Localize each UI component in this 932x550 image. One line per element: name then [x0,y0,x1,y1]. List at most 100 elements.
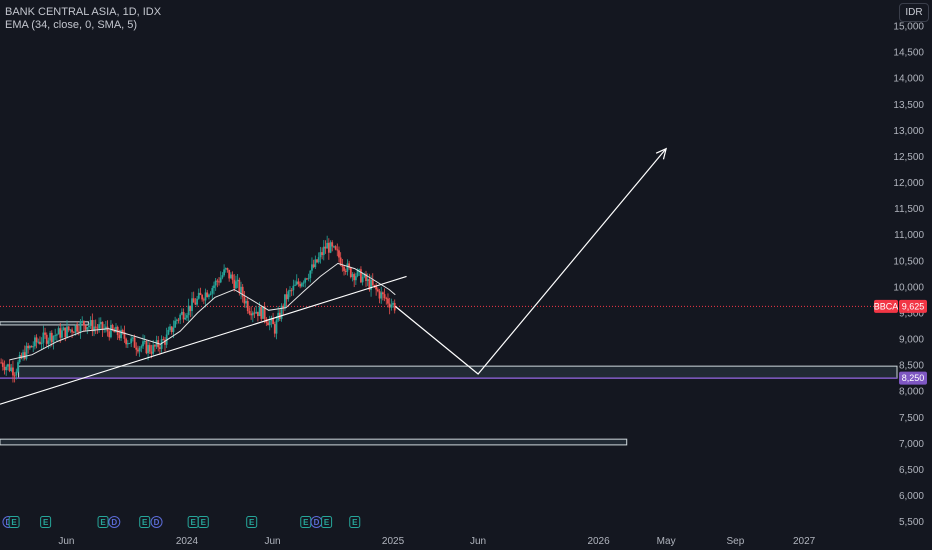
candle-body [214,280,217,286]
event-marker[interactable]: E [139,516,151,528]
y-tick-label: 8,000 [899,387,924,398]
event-marker[interactable]: D [310,516,323,528]
candle-body [251,312,254,316]
candle-body [241,286,244,297]
candle-body [39,341,41,344]
candle-body [184,317,187,320]
candle-body [59,328,62,338]
level-value: 8,250 [902,373,925,383]
candle-body [339,257,342,265]
candle-body [263,306,266,319]
candle-body [77,331,80,333]
candle-body [305,278,308,280]
candle-body [42,332,45,343]
candle-body [273,324,276,334]
event-type-label: E [324,518,330,527]
candle-body [358,269,361,271]
event-marker[interactable]: D [150,516,163,528]
candle-body [312,264,315,268]
event-marker[interactable]: E [197,516,209,528]
candle-body [290,290,293,292]
earnings-icon [246,516,258,528]
candle-body [349,267,352,278]
y-tick-label: 9,000 [899,335,924,346]
candle-body [123,332,126,339]
candle-body [256,311,259,317]
y-tick-label: 6,500 [899,465,924,476]
candle-body [6,364,9,367]
candle-body [209,293,212,295]
candle-body [174,320,177,328]
event-type-label: D [111,518,117,527]
candle-body [98,324,101,329]
event-marker[interactable]: E [321,516,333,528]
candle-body [55,334,58,336]
candle-body [327,242,330,253]
candle-body [30,346,33,348]
event-marker[interactable]: E [187,516,199,528]
candle-body [292,285,295,291]
candle-body [23,352,26,359]
event-marker[interactable]: E [8,516,20,528]
candle-body [338,250,340,258]
candle-body [204,292,207,301]
candle-body [28,346,31,349]
event-marker[interactable]: E [349,516,361,528]
currency-button[interactable]: IDR [899,3,929,22]
candle-body [353,274,356,281]
last-price-value: 9,625 [902,301,925,311]
candle-body [211,288,214,294]
candle-body [314,259,317,268]
candle-body [145,341,148,354]
candle-body [128,343,131,345]
candle-body [93,326,95,332]
indicator-label[interactable]: EMA (34, close, 0, SMA, 5) [5,19,138,31]
candle-body [238,279,241,293]
candle-body [153,345,156,347]
event-marker[interactable]: E [97,516,109,528]
y-tick-label: 7,500 [899,413,924,424]
candle-body [309,270,312,279]
y-tick-label: 5,500 [899,517,924,528]
candle-body [268,321,271,326]
event-marker[interactable]: E [246,516,258,528]
candle-body [231,274,234,280]
drawings-layer[interactable] [0,147,668,405]
candle-body [50,332,53,343]
candle-body [387,298,389,304]
event-marker[interactable]: D [108,516,121,528]
symbol-tag-label: BBCA [874,301,899,311]
event-type-label: E [43,518,49,527]
candle-body [346,263,349,272]
candle-body [270,318,273,322]
candle-body [140,346,143,348]
time-axis[interactable]: Jun 2024 Jun 2025 Jun 2026 May Sep 2027 [58,536,815,547]
dividend-icon [108,516,121,528]
candle-body [300,283,303,287]
candle-body [336,249,339,251]
candle-body [324,246,327,249]
candle-body [365,273,367,281]
earnings-icon [139,516,151,528]
price-axis[interactable]: 5,500 6,000 6,500 7,000 7,500 8,000 8,500 9,000… [893,22,924,528]
event-type-label: E [201,518,207,527]
candle-body [285,294,288,300]
symbol-title[interactable]: BANK CENTRAL ASIA, 1D, IDX [5,6,162,18]
candle-body [64,327,67,338]
candle-body [368,279,371,290]
candle-body [13,375,16,377]
event-marker[interactable]: E [300,516,312,528]
candle-body [213,285,215,289]
y-tick-label: 15,000 [893,22,924,33]
y-tick-label: 12,500 [893,152,924,163]
candle-body [22,352,24,359]
candle-body [307,278,310,280]
candle-body [113,329,116,333]
candle-body [81,320,84,322]
event-type-label: E [100,518,106,527]
event-marker[interactable]: E [40,516,52,528]
candle-body [240,286,242,293]
candle-body [88,325,90,328]
